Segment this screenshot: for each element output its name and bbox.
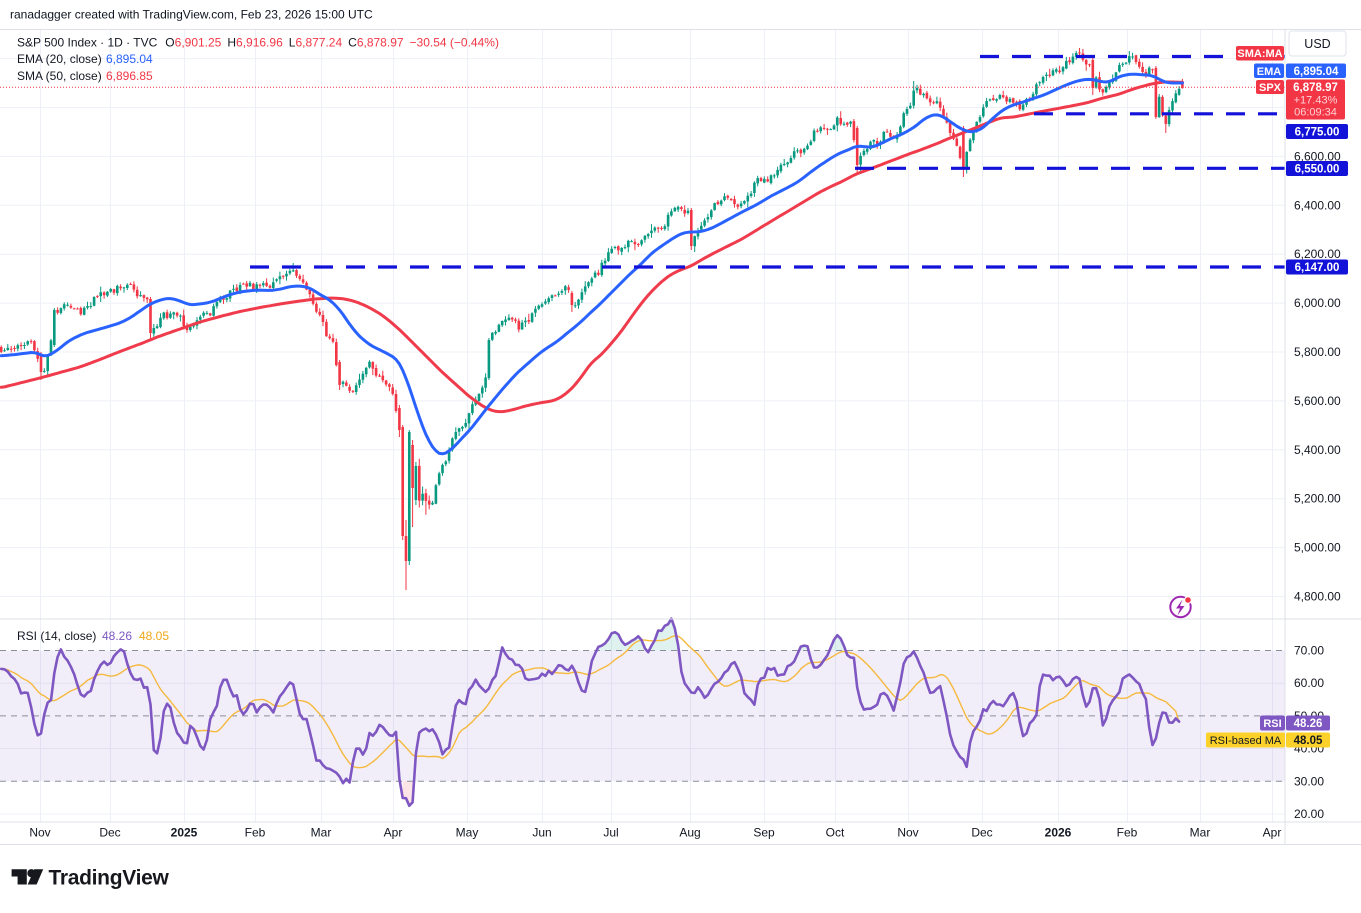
svg-text:Mar: Mar	[311, 826, 332, 840]
svg-text:Oct: Oct	[826, 826, 845, 840]
svg-text:Aug: Aug	[679, 826, 700, 840]
svg-text:48.26: 48.26	[1294, 718, 1323, 730]
svg-text:6,600.00: 6,600.00	[1294, 149, 1341, 163]
svg-text:Feb: Feb	[245, 826, 266, 840]
svg-text:6,147.00: 6,147.00	[1295, 262, 1340, 274]
svg-text:06:09:34: 06:09:34	[1294, 107, 1337, 119]
svg-text:4,800.00: 4,800.00	[1294, 590, 1341, 604]
svg-text:Apr: Apr	[1263, 826, 1282, 840]
svg-text:RSI (14, close): RSI (14, close)	[17, 629, 96, 643]
svg-text:Jun: Jun	[532, 826, 551, 840]
svg-text:Dec: Dec	[971, 826, 992, 840]
svg-text:SPX: SPX	[1259, 82, 1282, 94]
svg-text:SMA:MA: SMA:MA	[1237, 48, 1282, 60]
svg-text:SMA (50, close): SMA (50, close)	[17, 69, 102, 83]
svg-text:EMA: EMA	[1257, 66, 1282, 78]
svg-text:+17.43%: +17.43%	[1294, 95, 1338, 107]
svg-text:6,895.04: 6,895.04	[106, 52, 153, 66]
svg-text:Mar: Mar	[1190, 826, 1211, 840]
svg-text:Nov: Nov	[29, 826, 50, 840]
svg-text:30.00: 30.00	[1294, 774, 1324, 788]
svg-text:70.00: 70.00	[1294, 644, 1324, 658]
svg-text:RSI-based MA: RSI-based MA	[1210, 735, 1282, 747]
svg-text:5,000.00: 5,000.00	[1294, 541, 1341, 555]
svg-text:RSI: RSI	[1263, 718, 1281, 730]
svg-text:Apr: Apr	[384, 826, 403, 840]
svg-text:EMA (20, close): EMA (20, close)	[17, 52, 102, 66]
svg-text:60.00: 60.00	[1294, 676, 1324, 690]
svg-text:6,896.85: 6,896.85	[106, 69, 153, 83]
svg-text:48.05: 48.05	[139, 629, 169, 643]
svg-text:5,400.00: 5,400.00	[1294, 443, 1341, 457]
svg-text:Dec: Dec	[99, 826, 120, 840]
svg-text:ranadagger created with Tradin: ranadagger created with TradingView.com,…	[10, 8, 373, 22]
svg-text:USD: USD	[1304, 37, 1330, 51]
svg-text:May: May	[456, 826, 479, 840]
svg-text:6,895.04: 6,895.04	[1294, 66, 1339, 78]
svg-text:5,200.00: 5,200.00	[1294, 492, 1341, 506]
svg-text:6,550.00: 6,550.00	[1295, 164, 1340, 176]
svg-text:TradingView: TradingView	[49, 867, 170, 890]
svg-text:48.26: 48.26	[102, 629, 132, 643]
svg-text:Sep: Sep	[753, 826, 775, 840]
svg-text:6,878.97: 6,878.97	[1293, 82, 1338, 94]
svg-text:2026: 2026	[1045, 826, 1072, 840]
svg-text:20.00: 20.00	[1294, 807, 1324, 821]
svg-text:Nov: Nov	[897, 826, 918, 840]
svg-text:6,400.00: 6,400.00	[1294, 198, 1341, 212]
svg-text:6,200.00: 6,200.00	[1294, 247, 1341, 261]
svg-text:Feb: Feb	[1117, 826, 1138, 840]
svg-text:5,800.00: 5,800.00	[1294, 345, 1341, 359]
svg-text:6,775.00: 6,775.00	[1295, 127, 1340, 139]
svg-text:Jul: Jul	[603, 826, 618, 840]
svg-text:6,000.00: 6,000.00	[1294, 296, 1341, 310]
svg-text:5,600.00: 5,600.00	[1294, 394, 1341, 408]
svg-text:48.05: 48.05	[1294, 735, 1323, 747]
svg-text:2025: 2025	[171, 826, 198, 840]
